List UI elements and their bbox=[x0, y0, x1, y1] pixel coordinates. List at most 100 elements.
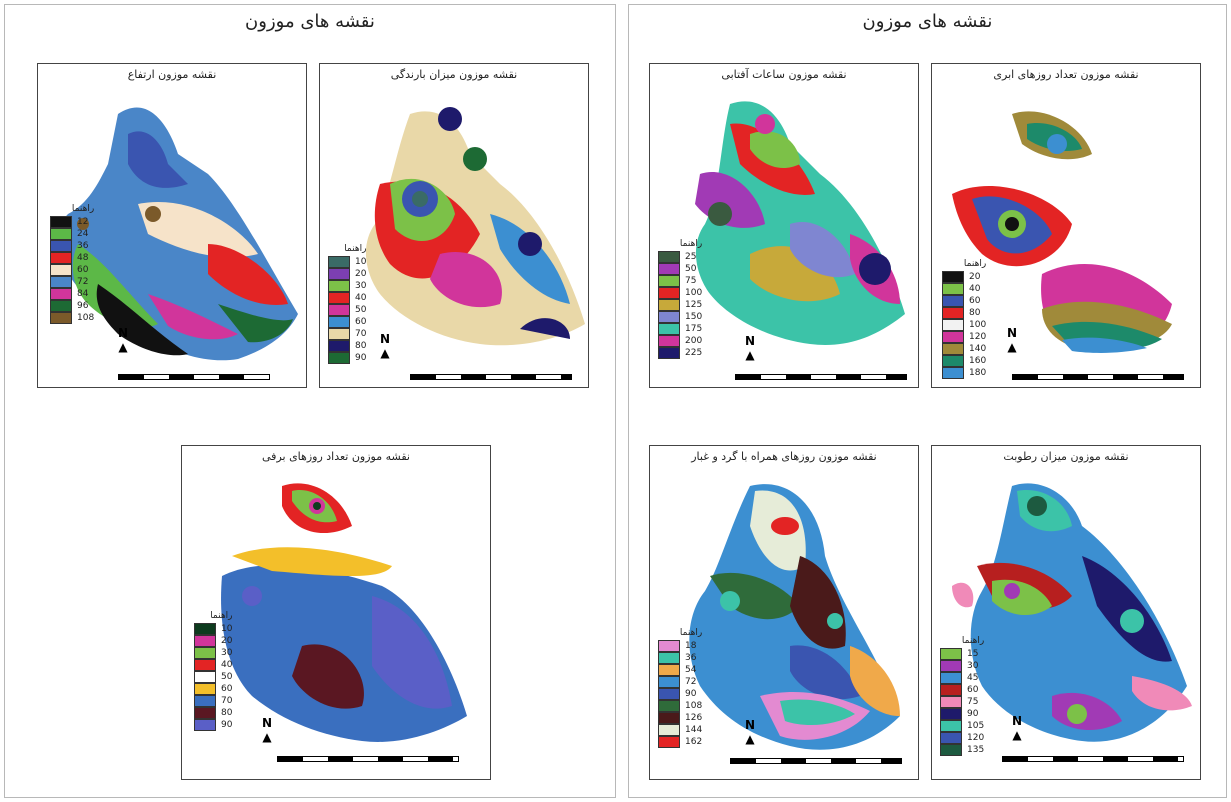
legend-item: 36 bbox=[50, 240, 94, 252]
legend-item: 125 bbox=[658, 299, 702, 311]
legend-swatch bbox=[328, 304, 350, 316]
map-cloudy-days: نقشه موزون تعداد روزهای ابری راهنما 20 40… bbox=[931, 63, 1201, 388]
legend-item: 12 bbox=[50, 216, 94, 228]
legend-item: 120 bbox=[940, 732, 984, 744]
north-arrow: N ▲ bbox=[262, 716, 273, 744]
legend-item: 108 bbox=[658, 700, 702, 712]
legend-swatch bbox=[942, 319, 964, 331]
legend-swatch bbox=[658, 287, 680, 299]
legend-swatch bbox=[50, 240, 72, 252]
legend-item: 60 bbox=[940, 684, 984, 696]
legend-title: راهنما bbox=[963, 259, 987, 269]
legend-label: 50 bbox=[685, 264, 697, 274]
legend-label: 120 bbox=[967, 733, 985, 743]
legend-item: 90 bbox=[194, 719, 232, 731]
legend-label: 75 bbox=[685, 276, 697, 286]
legend-item: 36 bbox=[658, 652, 702, 664]
legend-swatch bbox=[942, 355, 964, 367]
legend-item: 60 bbox=[942, 295, 986, 307]
legend-swatch bbox=[940, 684, 962, 696]
legend-item: 135 bbox=[940, 744, 984, 756]
legend-swatch bbox=[658, 251, 680, 263]
legend-swatch bbox=[658, 311, 680, 323]
legend-item: 60 bbox=[194, 683, 232, 695]
legend-swatch bbox=[328, 256, 350, 268]
legend-swatch bbox=[658, 275, 680, 287]
legend-label: 90 bbox=[685, 689, 697, 699]
legend-swatch bbox=[942, 283, 964, 295]
map-dust-days: نقشه موزون روزهای همراه با گرد و غبار را… bbox=[649, 445, 919, 780]
legend-item: 84 bbox=[50, 288, 94, 300]
legend-label: 24 bbox=[77, 229, 89, 239]
legend-swatch bbox=[194, 647, 216, 659]
legend-label: 30 bbox=[355, 281, 367, 291]
legend-label: 108 bbox=[685, 701, 703, 711]
legend-label: 50 bbox=[221, 672, 233, 682]
legend-label: 150 bbox=[685, 312, 703, 322]
legend-item: 75 bbox=[658, 275, 702, 287]
legend-item: 160 bbox=[942, 355, 986, 367]
legend-swatch bbox=[940, 648, 962, 660]
rainfall-map-graphic bbox=[365, 107, 585, 346]
scale-bar bbox=[735, 374, 907, 380]
legend-item: 105 bbox=[940, 720, 984, 732]
legend-swatch bbox=[194, 623, 216, 635]
legend-swatch bbox=[942, 307, 964, 319]
legend-swatch bbox=[50, 228, 72, 240]
legend-swatch bbox=[658, 700, 680, 712]
legend-item: 100 bbox=[658, 287, 702, 299]
legend-item: 18 bbox=[658, 640, 702, 652]
legend-swatch bbox=[942, 295, 964, 307]
legend-swatch bbox=[658, 323, 680, 335]
legend: راهنما 15 30 45 60 75 90 105 120 135 bbox=[940, 636, 984, 756]
legend: راهنما 10 20 30 40 50 60 70 80 90 bbox=[194, 611, 232, 731]
map-title: نقشه موزون میزان بارندگی bbox=[390, 68, 518, 81]
legend-item: 72 bbox=[50, 276, 94, 288]
legend-label: 36 bbox=[685, 653, 697, 663]
north-arrow: N ▲ bbox=[380, 332, 391, 360]
legend-item: 40 bbox=[942, 283, 986, 295]
legend-swatch bbox=[50, 288, 72, 300]
legend-swatch bbox=[194, 659, 216, 671]
legend-swatch bbox=[940, 672, 962, 684]
legend-label: 126 bbox=[685, 713, 703, 723]
legend-item: 90 bbox=[328, 352, 366, 364]
legend-label: 135 bbox=[967, 745, 985, 755]
legend-swatch bbox=[50, 300, 72, 312]
legend-label: 105 bbox=[967, 721, 985, 731]
legend-item: 10 bbox=[328, 256, 366, 268]
legend-swatch bbox=[50, 276, 72, 288]
cloudy-map-graphic bbox=[952, 111, 1172, 353]
legend-label: 72 bbox=[685, 677, 697, 687]
legend-label: 20 bbox=[221, 636, 233, 646]
legend-label: 80 bbox=[221, 708, 233, 718]
legend-swatch bbox=[658, 664, 680, 676]
north-arrow: N ▲ bbox=[745, 334, 756, 362]
north-arrow: N ▲ bbox=[118, 326, 129, 354]
legend-swatch bbox=[658, 688, 680, 700]
legend-item: 54 bbox=[658, 664, 702, 676]
legend-swatch bbox=[940, 660, 962, 672]
legend-label: 225 bbox=[685, 348, 703, 358]
legend-label: 70 bbox=[355, 329, 367, 339]
north-arrow: N ▲ bbox=[1012, 714, 1023, 742]
legend-swatch bbox=[658, 736, 680, 748]
map-humidity: نقشه موزون میزان رطوبت راهنما 15 30 45 60 75… bbox=[931, 445, 1201, 780]
legend-label: 108 bbox=[77, 313, 95, 323]
legend-swatch bbox=[194, 683, 216, 695]
legend-item: 108 bbox=[50, 312, 94, 324]
legend-label: 160 bbox=[969, 356, 987, 366]
legend-swatch bbox=[658, 640, 680, 652]
legend-label: 200 bbox=[685, 336, 703, 346]
legend-label: 20 bbox=[969, 272, 981, 282]
legend-item: 40 bbox=[328, 292, 366, 304]
legend-rows: 25 50 75 100 125 150 175 200 225 bbox=[658, 251, 702, 359]
legend-swatch bbox=[194, 635, 216, 647]
left-panel: نقشه های موزون نقشه موزون ارتفاع راهنما … bbox=[4, 4, 616, 798]
north-arrow: N ▲ bbox=[1007, 326, 1018, 354]
legend-item: 15 bbox=[940, 648, 984, 660]
legend-swatch bbox=[328, 316, 350, 328]
legend-label: 162 bbox=[685, 737, 703, 747]
map-title: نقشه موزون تعداد روزهای برفی bbox=[262, 450, 410, 463]
legend-label: 10 bbox=[355, 257, 367, 267]
